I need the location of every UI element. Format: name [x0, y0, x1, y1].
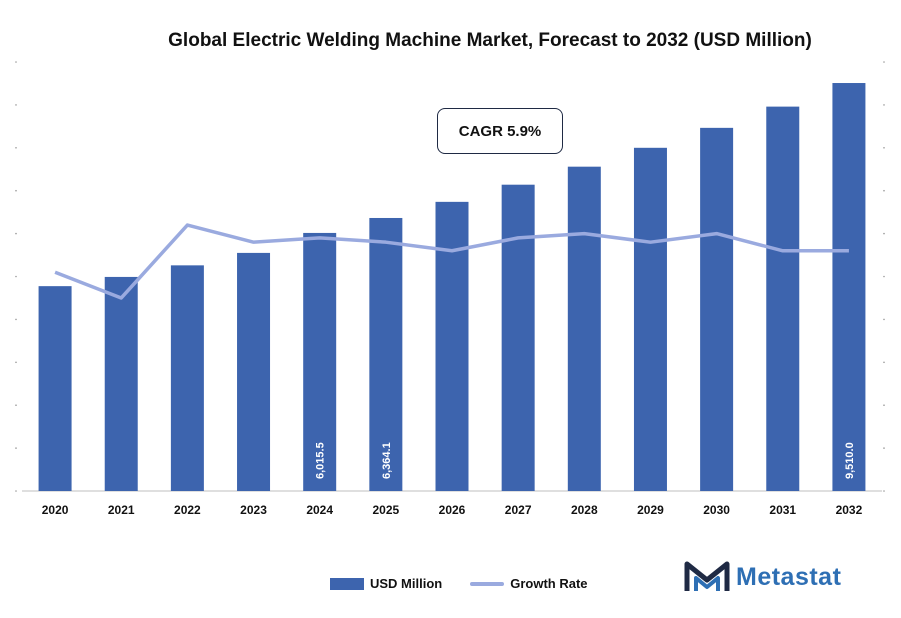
- x-tick-label-2020: 2020: [42, 503, 69, 517]
- bar-2031: [766, 106, 800, 491]
- bar-2028: [567, 166, 601, 491]
- legend-line-label: Growth Rate: [510, 576, 588, 591]
- x-tick-label-2026: 2026: [439, 503, 466, 517]
- bar-data-label-2025: 6,364.1: [381, 442, 393, 479]
- x-tick-label-2024: 2024: [306, 503, 333, 517]
- y-tick-left: [15, 318, 17, 321]
- y-tick-left: [15, 61, 17, 63]
- x-tick-label-2030: 2030: [703, 503, 730, 517]
- metastat-m-icon: [684, 561, 730, 591]
- bar-2026: [435, 201, 469, 491]
- y-tick-right: [883, 318, 885, 321]
- bar-2024: [303, 232, 337, 491]
- legend-item-growth-rate: Growth Rate: [470, 576, 588, 591]
- bar-2032: [832, 83, 866, 492]
- x-tick-label-2025: 2025: [372, 503, 399, 517]
- bar-2021: [104, 276, 138, 491]
- x-tick-label-2032: 2032: [836, 503, 863, 517]
- y-tick-left: [15, 104, 17, 106]
- x-tick-label-2022: 2022: [174, 503, 201, 517]
- legend-line-swatch: [470, 581, 505, 586]
- x-tick-label-2031: 2031: [769, 503, 796, 517]
- y-tick-right: [883, 61, 885, 63]
- bar-2030: [700, 127, 734, 491]
- cagr-callout: CAGR 5.9%: [437, 108, 563, 154]
- y-tick-right: [883, 275, 885, 278]
- bar-2023: [237, 252, 271, 491]
- bar-2029: [633, 147, 667, 492]
- bar-data-labels: 6,015.5 6,364.1 9,510.0: [315, 442, 856, 479]
- x-tick-label-2023: 2023: [240, 503, 267, 517]
- x-tick-label-2029: 2029: [637, 503, 664, 517]
- y-tick-right: [883, 404, 885, 407]
- y-tick-right: [883, 232, 885, 235]
- y-tick-left: [15, 490, 17, 492]
- legend: USD Million Growth Rate: [330, 576, 588, 591]
- bar-data-label-2024: 6,015.5: [315, 442, 327, 479]
- metastat-logo-text: Metastat: [736, 562, 842, 591]
- y-tick-right: [883, 147, 885, 149]
- y-tick-left: [15, 275, 17, 278]
- y-tick-right: [883, 189, 885, 192]
- y-axis-left: [15, 61, 17, 492]
- y-tick-left: [15, 404, 17, 407]
- y-tick-left: [15, 361, 17, 364]
- x-tick-label-2021: 2021: [108, 503, 135, 517]
- y-axis-right: [883, 61, 885, 492]
- growth-rate-line: [54, 223, 849, 300]
- y-tick-right: [883, 447, 885, 449]
- x-tick-label-2027: 2027: [505, 503, 532, 517]
- y-tick-left: [15, 447, 17, 449]
- x-axis-labels: 2020 2021 2022 2023 2024 2025 2026 2027 2028 2029…: [42, 503, 863, 517]
- bar-2020: [38, 286, 72, 491]
- y-tick-left: [15, 232, 17, 235]
- y-tick-right: [883, 361, 885, 364]
- bar-2022: [170, 265, 204, 491]
- legend-bar-swatch: [330, 577, 364, 590]
- bar-data-label-2032: 9,510.0: [844, 442, 856, 479]
- bar-2027: [501, 184, 535, 491]
- x-tick-label-2028: 2028: [571, 503, 598, 517]
- y-tick-right: [883, 490, 885, 492]
- legend-item-usd-million: USD Million: [330, 576, 442, 591]
- metastat-logo: Metastat: [684, 560, 841, 594]
- chart-title: Global Electric Welding Machine Market, …: [168, 30, 812, 51]
- y-tick-right: [883, 104, 885, 106]
- legend-bar-label: USD Million: [370, 576, 443, 591]
- y-tick-left: [15, 147, 17, 149]
- bar-2025: [369, 217, 403, 491]
- y-tick-left: [15, 189, 17, 192]
